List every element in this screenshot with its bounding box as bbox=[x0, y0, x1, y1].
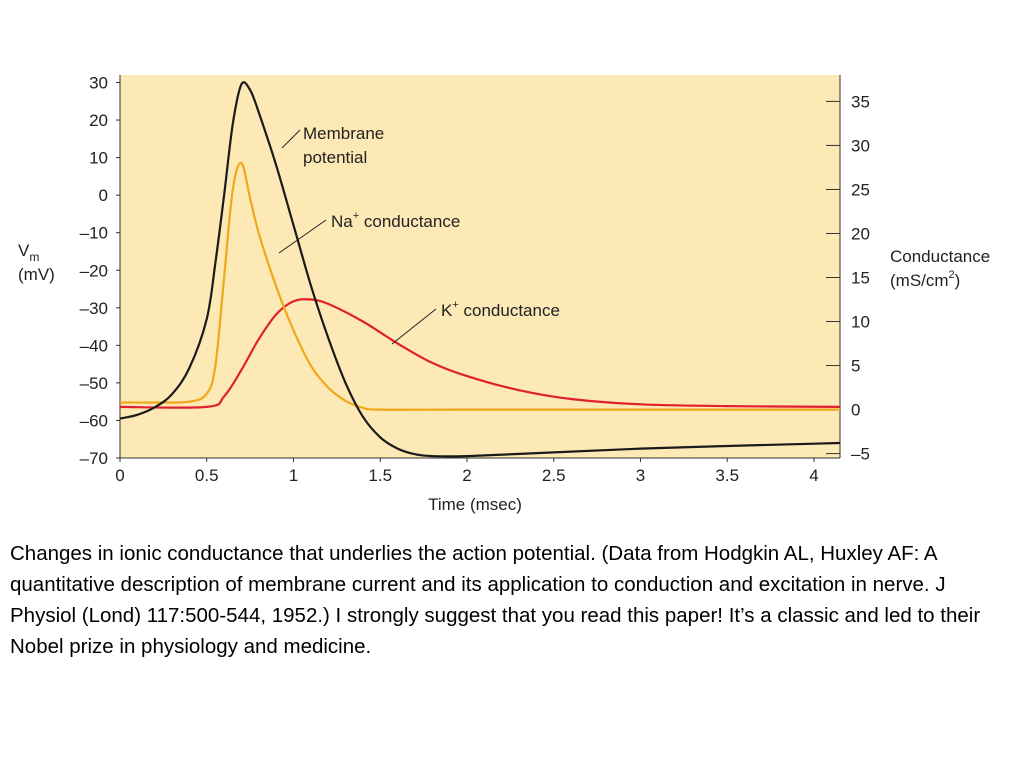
right-tick-label: 10 bbox=[851, 313, 870, 332]
left-tick-label: –40 bbox=[80, 336, 108, 355]
x-tick-label: 0 bbox=[115, 466, 124, 485]
y-axis-left-unit: (mV) bbox=[18, 265, 55, 284]
left-axis: 30 20 10 0 –10 –20 –30 –40 –50 –60 –70 bbox=[80, 74, 121, 468]
right-tick-label: 5 bbox=[851, 357, 860, 376]
right-tick-label: 30 bbox=[851, 136, 870, 155]
series-membrane-potential-line bbox=[119, 81, 841, 458]
left-tick-label: 20 bbox=[89, 111, 108, 130]
k-leader-line bbox=[391, 308, 437, 345]
right-tick-label: 15 bbox=[851, 269, 870, 288]
na-leader-line bbox=[278, 219, 327, 254]
right-tick-label: 35 bbox=[851, 92, 870, 111]
x-tick-label: 2 bbox=[462, 466, 471, 485]
membrane-leader-line bbox=[281, 129, 301, 149]
left-tick-label: –70 bbox=[80, 449, 108, 468]
series-layer bbox=[119, 81, 841, 458]
right-tick-label: 25 bbox=[851, 180, 870, 199]
annotation-na-sup: + bbox=[353, 210, 359, 222]
x-tick-label: 0.5 bbox=[195, 466, 219, 485]
annotation-k: K+ conductance bbox=[441, 299, 560, 320]
right-tick-label: 20 bbox=[851, 224, 870, 243]
annotation-membrane-line1: Membrane bbox=[303, 124, 384, 143]
left-tick-label: –20 bbox=[80, 261, 108, 280]
right-tick-label: –5 bbox=[851, 445, 870, 464]
left-tick-label: 10 bbox=[89, 149, 108, 168]
left-tick-label: –10 bbox=[80, 224, 108, 243]
x-tick-label: 3.5 bbox=[715, 466, 739, 485]
figure-caption: Changes in ionic conductance that underl… bbox=[10, 542, 981, 658]
y-axis-left-label: Vm bbox=[18, 241, 39, 264]
x-tick-label: 1.5 bbox=[368, 466, 392, 485]
y-axis-right-label: Conductance bbox=[890, 247, 990, 266]
x-axis-label: Time (msec) bbox=[428, 495, 522, 514]
left-tick-label: –50 bbox=[80, 374, 108, 393]
y-axis-right-unit-sup: 2 bbox=[949, 269, 955, 281]
left-tick-label: 30 bbox=[89, 74, 108, 93]
series-k-conductance-line bbox=[119, 298, 841, 409]
x-tick-label: 2.5 bbox=[542, 466, 566, 485]
left-tick-label: –60 bbox=[80, 411, 108, 430]
x-axis: 0 0.5 1 1.5 2 2.5 3 3.5 4 bbox=[115, 457, 840, 485]
right-tick-label: 0 bbox=[851, 401, 860, 420]
x-tick-label: 4 bbox=[809, 466, 818, 485]
annotation-membrane-line2: potential bbox=[303, 148, 367, 167]
right-axis: 35 30 25 20 15 10 5 0 –5 bbox=[826, 75, 870, 464]
left-tick-label: –30 bbox=[80, 299, 108, 318]
x-tick-label: 1 bbox=[289, 466, 298, 485]
left-tick-label: 0 bbox=[99, 186, 108, 205]
plot-background bbox=[120, 75, 840, 458]
series-na-conductance-line bbox=[119, 161, 840, 411]
y-axis-left-label-sub: m bbox=[29, 250, 39, 264]
annotation-na: Na+ conductance bbox=[331, 210, 460, 231]
annotation-k-sup: + bbox=[452, 299, 458, 311]
y-axis-right-unit: (mS/cm2) bbox=[890, 269, 960, 290]
x-tick-label: 3 bbox=[636, 466, 645, 485]
